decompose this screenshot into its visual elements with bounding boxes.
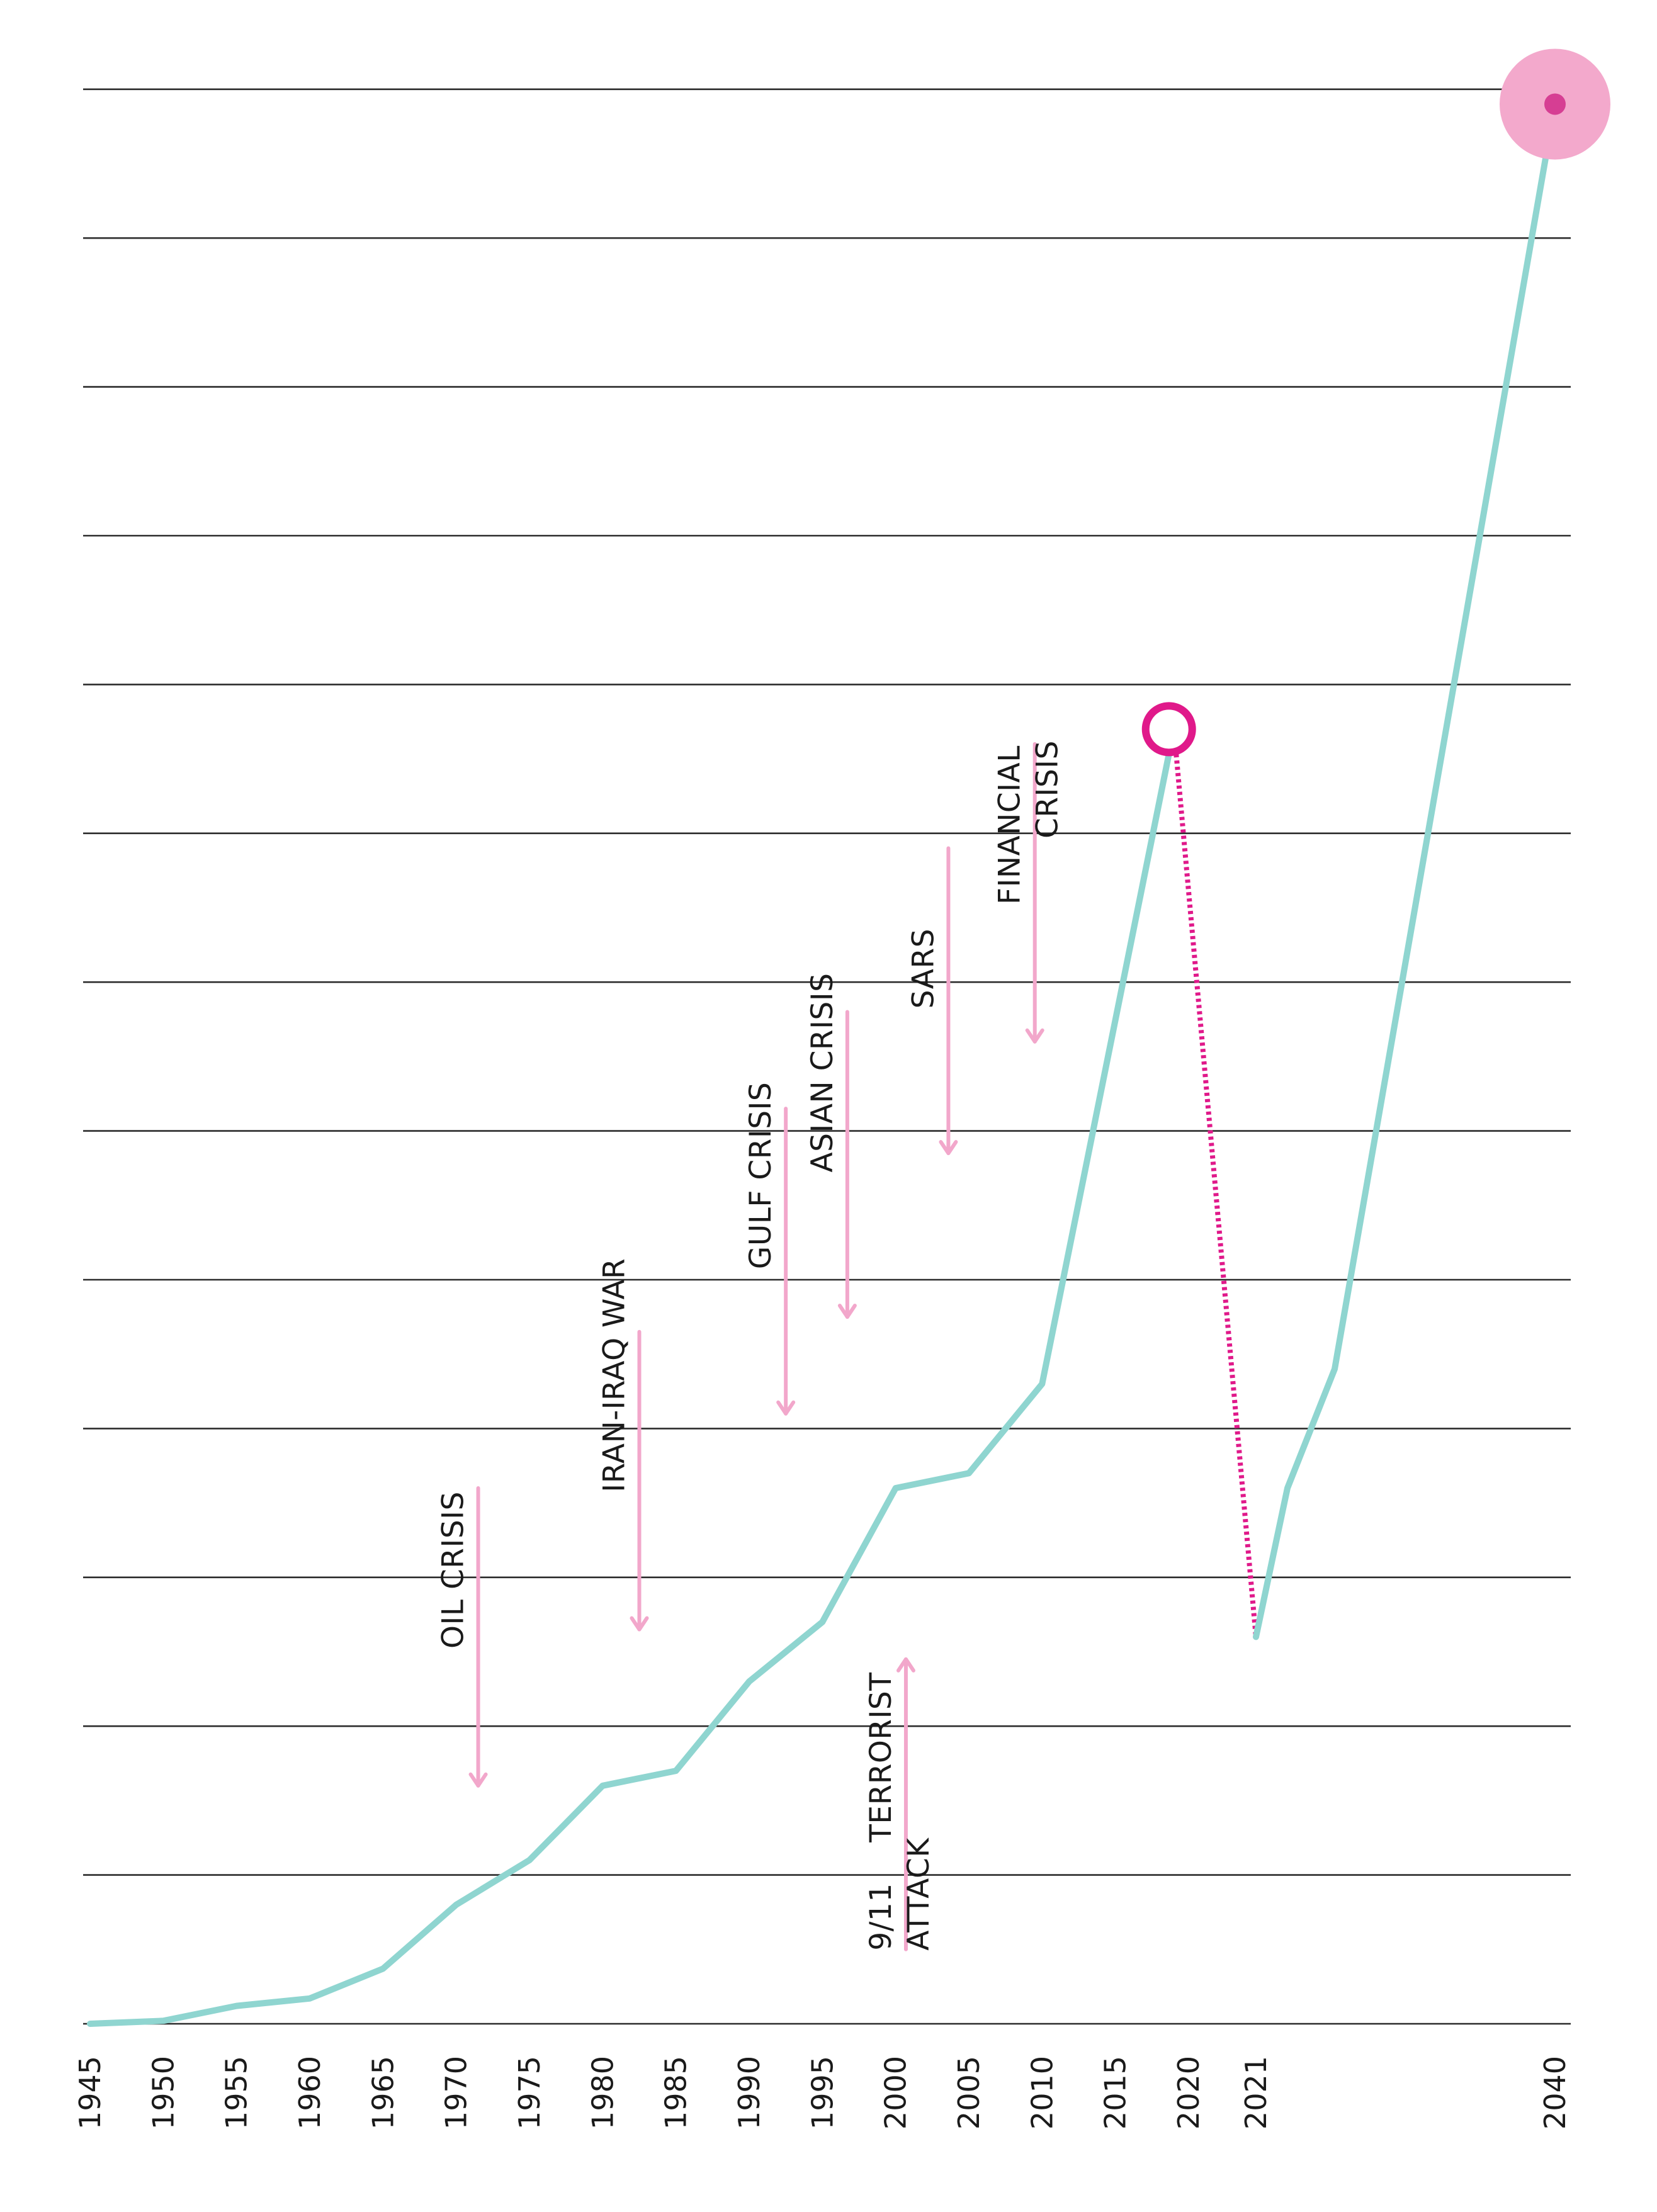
event-arrow-head — [468, 1772, 488, 1788]
target-center-dot — [1544, 93, 1566, 115]
event-label: GULF CRISIS — [744, 1082, 778, 1269]
event-label: ASIAN CRISIS — [805, 973, 840, 1173]
x-tick-label: 2040 — [1538, 2056, 1572, 2130]
event-arrow-head — [630, 1616, 649, 1632]
x-tick-label: 1960 — [293, 2056, 327, 2130]
event-annotation: SARS — [906, 846, 958, 1156]
event-label: SARS — [906, 928, 941, 1008]
x-tick-label: 1975 — [512, 2056, 546, 2130]
event-label: OIL CRISIS — [436, 1491, 471, 1649]
series-lines — [87, 101, 1558, 2027]
x-tick-label: 1965 — [366, 2056, 400, 2130]
event-arrow-head — [939, 1140, 958, 1156]
event-arrow-head — [776, 1400, 796, 1416]
x-tick-label: 2010 — [1025, 2056, 1059, 2130]
event-annotations: OIL CRISIS IRAN-IRAQ WAR GULF CRISIS ASIAN … — [436, 740, 1065, 1951]
x-tick-label: 2005 — [952, 2056, 986, 2130]
x-tick-label: 1990 — [732, 2056, 766, 2130]
x-tick-label: 2000 — [879, 2056, 913, 2130]
x-tick-label: 1950 — [146, 2056, 180, 2130]
x-tick-label: 1980 — [585, 2056, 619, 2130]
forecast-drop-line — [1171, 728, 1258, 1637]
x-tick-label: 1970 — [439, 2056, 473, 2130]
x-tick-label: 1945 — [73, 2056, 107, 2130]
growth-series-line — [1253, 101, 1558, 1640]
x-tick-label: 2015 — [1099, 2056, 1133, 2130]
event-label: CRISIS — [1031, 740, 1065, 838]
event-label: FINANCIAL — [993, 745, 1027, 905]
event-annotation: OIL CRISIS — [436, 1486, 488, 1788]
event-annotation: IRAN-IRAQ WAR — [597, 1258, 649, 1632]
x-tick-label: 1995 — [805, 2056, 839, 2130]
x-axis-tick-labels: 1945 1950 1955 1960 1965 1970 1975 1980 1985 1990… — [73, 2056, 1572, 2130]
event-arrow-head — [837, 1304, 857, 1319]
grid-lines — [83, 88, 1571, 2025]
event-label: ATTACK — [902, 1837, 936, 1951]
peak-ring-marker — [1141, 702, 1196, 757]
event-arrow-head — [896, 1657, 915, 1673]
x-tick-label: 2020 — [1172, 2056, 1206, 2130]
x-tick-label: 2021 — [1239, 2056, 1273, 2130]
event-label: 9/11 — [864, 1883, 898, 1951]
event-arrow-head — [1025, 1028, 1044, 1044]
event-label: IRAN-IRAQ WAR — [597, 1258, 632, 1493]
x-tick-label: 1955 — [220, 2056, 254, 2130]
event-annotation: GULF CRISIS — [744, 1082, 796, 1416]
x-tick-label: 1985 — [659, 2056, 693, 2130]
event-annotation: ASIAN CRISIS — [805, 973, 857, 1319]
point-markers — [1141, 48, 1610, 757]
event-annotation: FINANCIAL CRISIS — [993, 740, 1065, 1044]
event-label: TERRORIST — [864, 1673, 898, 1843]
growth-series-line — [87, 726, 1177, 2027]
